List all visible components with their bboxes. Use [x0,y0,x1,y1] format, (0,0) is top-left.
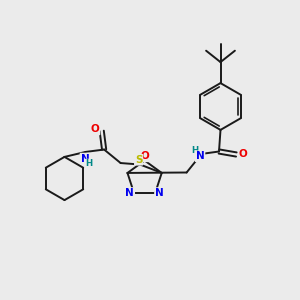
Text: N: N [155,188,164,198]
Text: O: O [238,148,247,159]
Text: O: O [140,151,149,161]
Text: O: O [91,124,100,134]
Text: H: H [85,159,93,168]
Text: N: N [80,154,89,164]
Text: S: S [135,155,142,165]
Text: N: N [125,188,134,198]
Text: N: N [196,151,205,161]
Text: H: H [191,146,199,155]
